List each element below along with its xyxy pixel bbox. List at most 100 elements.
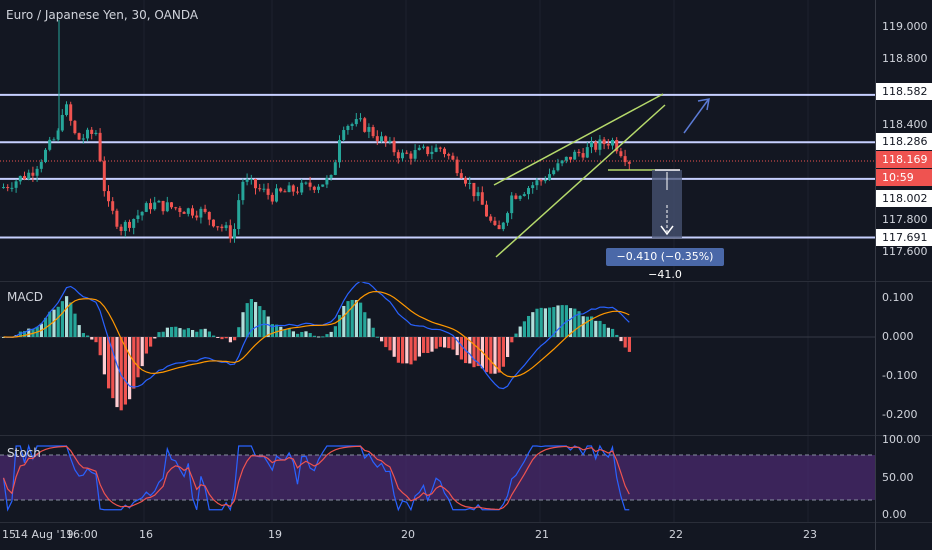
candle-body — [6, 187, 10, 189]
candle-body — [468, 182, 472, 184]
candle-body — [485, 204, 488, 217]
stoch-chart[interactable] — [0, 436, 875, 522]
time-axis-separator — [0, 522, 932, 523]
candle-body — [115, 210, 119, 227]
macd-histogram-bar — [354, 300, 358, 337]
candle-body — [598, 139, 602, 150]
macd-histogram-bar — [367, 318, 371, 337]
level-price-tag: 118.002 — [876, 190, 932, 207]
candle-body — [140, 211, 144, 216]
macd-histogram-bar — [510, 337, 514, 343]
candle-body — [569, 156, 572, 160]
candle-body — [98, 132, 102, 162]
candle-body — [73, 120, 77, 134]
candle-body — [157, 200, 161, 203]
macd-histogram-bar — [69, 302, 73, 337]
candle-body — [401, 152, 404, 159]
macd-histogram-bar — [623, 337, 627, 348]
measure-label: −0.410 (−0.35%) −41.0 — [606, 248, 724, 280]
candle-body — [497, 225, 501, 230]
macd-histogram-bar — [136, 337, 140, 378]
candle-body — [304, 182, 308, 184]
macd-pane[interactable]: MACD — [0, 282, 875, 435]
candle-body — [392, 140, 396, 153]
candle-body — [216, 226, 220, 228]
candle-body — [31, 172, 35, 176]
macd-histogram-bar — [304, 331, 308, 337]
time-axis[interactable]: 15 14 Aug '19 16:00 16 19 20 21 22 23 — [0, 523, 875, 550]
macd-tick: -0.200 — [882, 408, 918, 421]
pane-separator[interactable] — [0, 435, 932, 436]
candle-body — [182, 211, 186, 214]
price-tick: 117.800 — [882, 213, 928, 226]
macd-histogram-bar — [590, 316, 594, 337]
candle-body — [291, 185, 295, 192]
candle-body — [321, 184, 325, 187]
candle-body — [375, 136, 379, 142]
candle-body — [199, 208, 203, 218]
macd-histogram-bar — [203, 328, 207, 337]
candle-body — [2, 187, 5, 189]
candle-body — [367, 127, 371, 132]
candle-body — [346, 125, 350, 131]
macd-histogram-bar — [438, 337, 442, 347]
candle-body — [161, 200, 165, 212]
pane-separator[interactable] — [0, 281, 932, 282]
macd-chart[interactable] — [0, 282, 875, 435]
candle-body — [14, 181, 18, 188]
candle-body — [94, 132, 98, 134]
candle-body — [531, 185, 535, 189]
candle-body — [409, 153, 413, 159]
macd-histogram-bar — [443, 337, 447, 348]
macd-histogram-bar — [23, 331, 27, 337]
candle-body — [388, 140, 392, 143]
price-pane[interactable]: Euro / Japanese Yen, 30, OANDA −0.410 (−… — [0, 0, 875, 280]
macd-histogram-bar — [569, 308, 573, 337]
candle-body — [275, 188, 278, 202]
candle-body — [249, 178, 253, 180]
candle-body — [573, 151, 577, 160]
macd-histogram-bar — [459, 337, 463, 360]
candle-body — [203, 208, 207, 212]
price-chart[interactable] — [0, 0, 875, 280]
candle-body — [543, 180, 547, 182]
candle-body — [107, 191, 110, 202]
macd-histogram-bar — [371, 327, 375, 337]
candle-body — [354, 119, 358, 125]
candle-body — [426, 146, 430, 155]
wedge-lower-line — [495, 104, 666, 258]
macd-histogram-bar — [501, 337, 505, 367]
macd-histogram-bar — [485, 337, 489, 373]
macd-histogram-bar — [560, 305, 564, 337]
macd-histogram-bar — [581, 316, 585, 337]
macd-histogram-bar — [65, 296, 69, 337]
candle-body — [325, 178, 329, 185]
candle-body — [548, 174, 551, 181]
macd-histogram-bar — [186, 328, 190, 337]
candle-body — [119, 226, 123, 232]
candle-body — [207, 211, 211, 220]
macd-histogram-bar — [300, 331, 304, 337]
candle-body — [144, 203, 148, 212]
macd-tick: 0.000 — [882, 330, 914, 343]
candle-body — [132, 218, 136, 228]
candle-body — [270, 194, 274, 202]
macd-histogram-bar — [254, 302, 258, 337]
macd-histogram-bar — [552, 307, 556, 337]
macd-histogram-bar — [123, 337, 127, 405]
stoch-pane[interactable]: Stoch — [0, 436, 875, 522]
macd-histogram-bar — [86, 335, 90, 337]
macd-histogram-bar — [216, 337, 220, 338]
macd-histogram-bar — [144, 337, 148, 354]
candle-body — [237, 200, 241, 230]
candle-body — [39, 161, 43, 169]
macd-histogram-bar — [111, 337, 115, 399]
candle-body — [283, 191, 287, 193]
stoch-scale[interactable]: 100.00 50.00 0.00 — [876, 434, 932, 522]
macd-histogram-bar — [493, 337, 497, 374]
price-scale[interactable]: 119.000 118.800 118.400 117.800 117.600 … — [876, 0, 932, 280]
macd-scale[interactable]: 0.100 0.000 -0.100 -0.200 — [876, 282, 932, 435]
macd-histogram-bar — [535, 308, 539, 337]
time-label: 14 Aug '19 — [14, 528, 74, 541]
macd-histogram-bar — [220, 337, 224, 340]
